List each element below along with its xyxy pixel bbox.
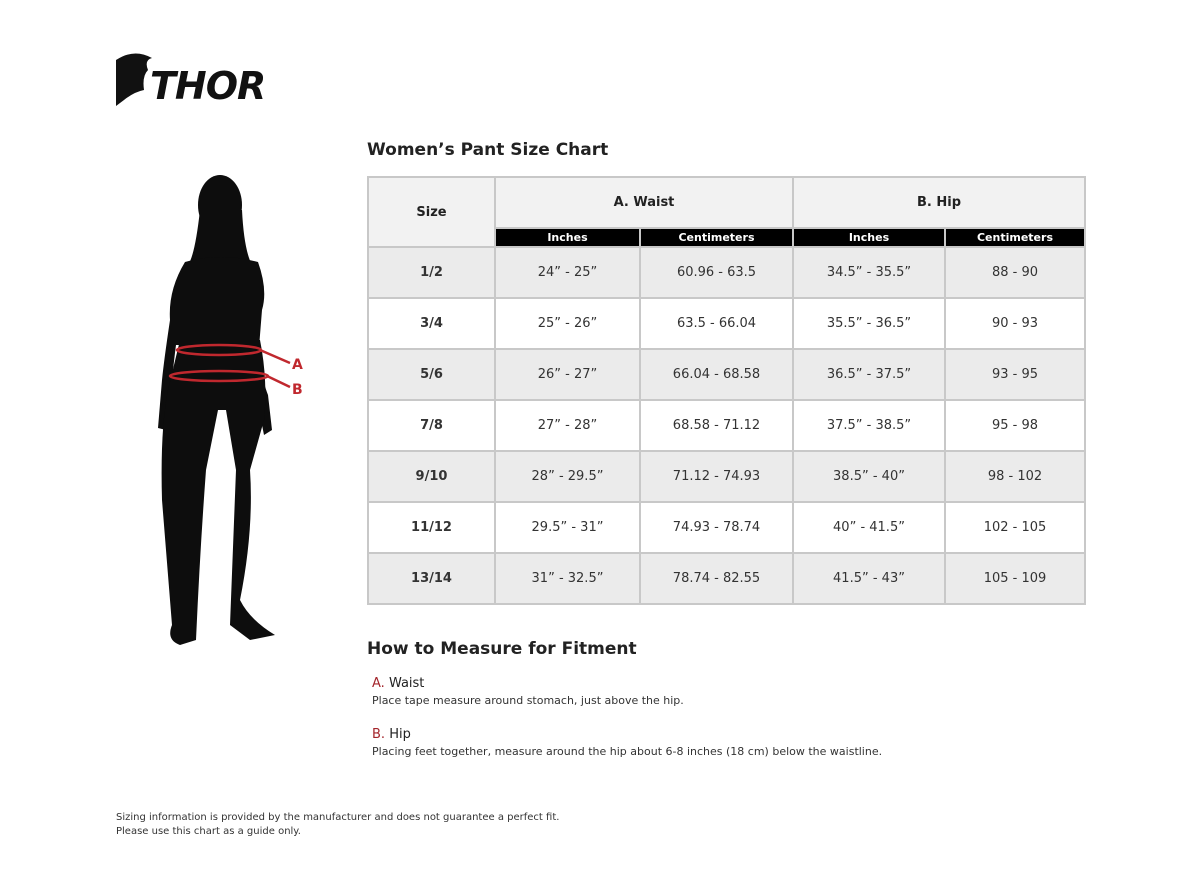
measure-label: Hip: [389, 727, 411, 742]
disclaimer-line: Sizing information is provided by the ma…: [116, 812, 560, 823]
measurement-cell: 68.58 - 71.12: [639, 399, 794, 452]
measurement-cell: 26” - 27”: [494, 348, 641, 401]
subheader: Inches: [792, 228, 946, 247]
table-row: 5/6 26” - 27” 66.04 - 68.58 36.5” - 37.5” 93…: [367, 348, 1086, 401]
disclaimer-line: Please use this chart as a guide only.: [116, 826, 301, 837]
measurement-cell: 29.5” - 31”: [494, 501, 641, 554]
measure-waist: A. Waist Place tape measure around stoma…: [372, 676, 684, 707]
disclaimer: Sizing information is provided by the ma…: [116, 811, 559, 839]
hip-header: B. Hip: [792, 176, 1086, 229]
table-row: 13/14 31” - 32.5” 78.74 - 82.55 41.5” - 43”…: [367, 552, 1086, 605]
thor-logo: THOR: [116, 53, 266, 108]
measurement-cell: 74.93 - 78.74: [639, 501, 794, 554]
measurement-cell: 38.5” - 40”: [792, 450, 946, 503]
measure-text: Place tape measure around stomach, just …: [372, 694, 684, 707]
measurement-cell: 28” - 29.5”: [494, 450, 641, 503]
woman-silhouette-figure: A B: [158, 175, 303, 645]
subheader: Centimeters: [944, 228, 1086, 247]
waist-header: A. Waist: [494, 176, 794, 229]
svg-text:THOR: THOR: [150, 64, 265, 108]
measurement-cell: 90 - 93: [944, 297, 1086, 350]
measure-letter: A.: [372, 676, 385, 691]
measurement-cell: 25” - 26”: [494, 297, 641, 350]
measurement-cell: 88 - 90: [944, 246, 1086, 299]
table-row: 3/4 25” - 26” 63.5 - 66.04 35.5” - 36.5” 90 …: [367, 297, 1086, 350]
table-row: 9/10 28” - 29.5” 71.12 - 74.93 38.5” - 40” 9…: [367, 450, 1086, 503]
measurement-cell: 66.04 - 68.58: [639, 348, 794, 401]
measurement-cell: 31” - 32.5”: [494, 552, 641, 605]
table-row: 11/12 29.5” - 31” 74.93 - 78.74 40” - 41.5”…: [367, 501, 1086, 554]
size-cell: 9/10: [367, 450, 496, 503]
measurement-cell: 24” - 25”: [494, 246, 641, 299]
subheader: Centimeters: [639, 228, 794, 247]
table-row: 7/8 27” - 28” 68.58 - 71.12 37.5” - 38.5” 95…: [367, 399, 1086, 452]
table-row: 1/2 24” - 25” 60.96 - 63.5 34.5” - 35.5” 88 …: [367, 246, 1086, 299]
measurement-cell: 27” - 28”: [494, 399, 641, 452]
subheader: Inches: [494, 228, 641, 247]
measurement-cell: 95 - 98: [944, 399, 1086, 452]
measurement-cell: 102 - 105: [944, 501, 1086, 554]
measurement-cell: 35.5” - 36.5”: [792, 297, 946, 350]
measure-label: Waist: [388, 676, 425, 691]
measurement-cell: 37.5” - 38.5”: [792, 399, 946, 452]
size-cell: 3/4: [367, 297, 496, 350]
size-table: Size A. Waist B. Hip Inches Centimeters …: [367, 176, 1086, 605]
measurement-cell: 63.5 - 66.04: [639, 297, 794, 350]
measurement-cell: 41.5” - 43”: [792, 552, 946, 605]
figure-label-b: B: [292, 382, 303, 398]
size-cell: 11/12: [367, 501, 496, 554]
size-cell: 13/14: [367, 552, 496, 605]
measurement-cell: 93 - 95: [944, 348, 1086, 401]
how-to-title: How to Measure for Fitment: [367, 639, 637, 659]
measure-hip: B. Hip Placing feet together, measure ar…: [372, 727, 882, 758]
measurement-cell: 36.5” - 37.5”: [792, 348, 946, 401]
measure-letter: B.: [372, 727, 386, 742]
measurement-cell: 40” - 41.5”: [792, 501, 946, 554]
measurement-cell: 34.5” - 35.5”: [792, 246, 946, 299]
size-cell: 1/2: [367, 246, 496, 299]
figure-label-a: A: [292, 357, 303, 373]
measurement-cell: 60.96 - 63.5: [639, 246, 794, 299]
measurement-cell: 78.74 - 82.55: [639, 552, 794, 605]
measurement-cell: 71.12 - 74.93: [639, 450, 794, 503]
size-cell: 7/8: [367, 399, 496, 452]
size-header: Size: [367, 176, 496, 248]
measurement-cell: 105 - 109: [944, 552, 1086, 605]
measure-text: Placing feet together, measure around th…: [372, 745, 883, 758]
size-cell: 5/6: [367, 348, 496, 401]
chart-title: Women’s Pant Size Chart: [367, 140, 609, 160]
measurement-cell: 98 - 102: [944, 450, 1086, 503]
